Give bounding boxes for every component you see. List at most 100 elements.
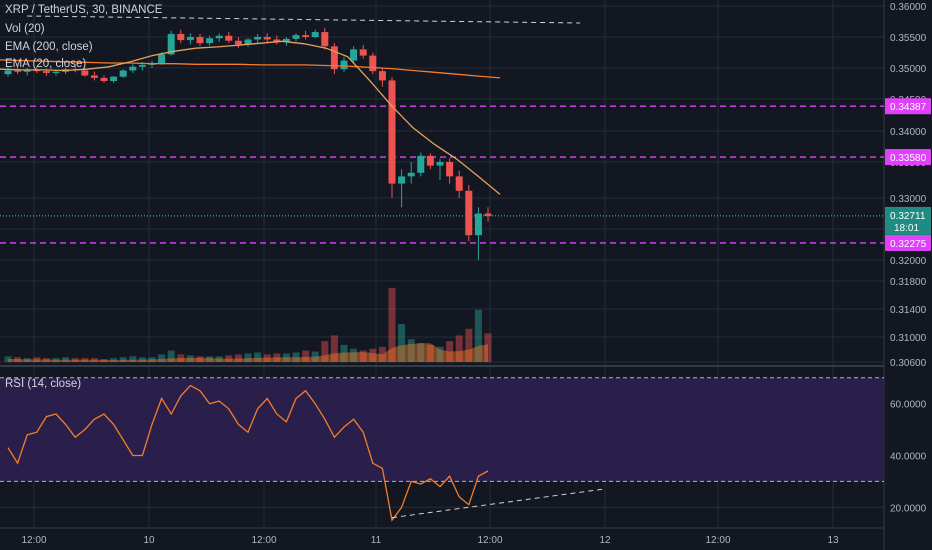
level-price-tag-1 — [885, 149, 931, 166]
ema20-line — [0, 40, 501, 195]
volume-bar-0 — [4, 356, 12, 362]
price-tick-label: 0.31000 — [890, 333, 927, 344]
candle-body-40 — [388, 80, 396, 184]
resistance-trendline — [27, 15, 581, 24]
rsi-legend[interactable]: RSI (14, close) — [5, 378, 82, 390]
candle-body-34 — [330, 46, 338, 70]
candle-body-29 — [282, 38, 290, 42]
rsi-line — [7, 384, 604, 522]
rsi-tick-label: 20.0000 — [890, 503, 927, 514]
rsi-band — [0, 377, 884, 482]
volume-bar-49 — [474, 309, 482, 362]
current-price-tag-label: 0.32711 — [890, 211, 926, 222]
volume-bar-25 — [244, 353, 252, 362]
price-tick-label: 0.30600 — [890, 358, 927, 369]
candle-body-4 — [42, 71, 50, 73]
candle-body-42 — [407, 172, 415, 177]
time-tick-label: 12 — [599, 535, 611, 546]
candle-body-8 — [81, 70, 89, 76]
price-tick-label: 0.34000 — [890, 127, 927, 138]
time-tick-label: 12:00 — [705, 535, 730, 546]
candle-body-23 — [225, 35, 233, 41]
volume-bar-30 — [292, 352, 300, 362]
volume-bar-41 — [398, 324, 406, 362]
time-tick-label: 11 — [371, 535, 382, 546]
candle-body-22 — [215, 35, 223, 39]
volume-bar-26 — [254, 352, 262, 362]
volume-bar-24 — [234, 354, 242, 362]
volume-bar-22 — [215, 356, 223, 362]
candle-body-27 — [263, 37, 271, 40]
candle-body-46 — [446, 162, 454, 177]
candle-body-26 — [254, 37, 262, 40]
volume-bar-34 — [330, 335, 338, 362]
volume-bar-48 — [465, 328, 473, 362]
level-price-tag-0 — [885, 98, 931, 115]
candle-body-20 — [196, 37, 204, 44]
candle-body-35 — [340, 60, 348, 70]
candle-body-45 — [436, 162, 444, 166]
level-price-tag-label: 0.32275 — [890, 239, 927, 250]
time-tick-label: 12:00 — [477, 535, 502, 546]
volume-bar-2 — [23, 358, 31, 362]
rsi-tick-label: 60.0000 — [890, 400, 927, 411]
candle-body-28 — [273, 39, 281, 42]
volume-bar-5 — [52, 358, 60, 362]
volume-bar-36 — [350, 348, 358, 362]
volume-bar-19 — [186, 355, 194, 362]
axes: 0.360000.355000.350000.345000.340000.335… — [21, 2, 931, 546]
price-level-lines[interactable] — [0, 15, 884, 244]
candle-body-37 — [359, 49, 367, 56]
candle-body-2 — [23, 69, 31, 72]
volume-bar-45 — [436, 346, 444, 362]
price-tick-label: 0.32000 — [890, 256, 927, 267]
price-candles — [4, 27, 492, 260]
volume-bar-27 — [263, 354, 271, 362]
volume-bar-15 — [148, 357, 156, 362]
volume-bar-31 — [302, 350, 310, 362]
candle-body-41 — [398, 176, 406, 184]
candle-body-32 — [311, 32, 319, 37]
candle-body-11 — [110, 76, 118, 82]
volume-bar-43 — [417, 343, 425, 362]
volume-bar-14 — [138, 357, 146, 362]
price-tick-label: 0.33000 — [890, 194, 927, 205]
candle-body-25 — [244, 39, 252, 45]
symbol-legend[interactable]: XRP / TetherUS, 30, BINANCE — [5, 4, 163, 16]
countdown-tag-label: 18:01 — [894, 223, 919, 234]
volume-legend[interactable]: Vol (20) — [5, 23, 45, 35]
ema200-line — [0, 59, 501, 79]
candle-body-44 — [426, 155, 434, 166]
ema200-legend[interactable]: EMA (200, close) — [5, 41, 93, 53]
volume-bar-28 — [273, 353, 281, 362]
current-price-tag — [885, 206, 931, 235]
volume-bar-37 — [359, 350, 367, 362]
candle-body-50 — [484, 213, 492, 216]
volume-bar-23 — [225, 355, 233, 362]
volume-bar-32 — [311, 351, 319, 362]
candle-body-24 — [234, 40, 242, 45]
candle-body-9 — [90, 75, 98, 78]
ema20-legend[interactable]: EMA (20, close) — [5, 58, 87, 70]
candle-body-47 — [455, 176, 463, 191]
volume-bar-17 — [167, 350, 175, 362]
volume-bar-9 — [90, 358, 98, 362]
rsi-band-fill — [0, 377, 884, 482]
volume-bar-29 — [282, 353, 290, 362]
candle-body-48 — [465, 190, 473, 236]
candle-body-33 — [321, 32, 329, 47]
volume-bars — [4, 287, 492, 362]
candle-body-21 — [206, 38, 214, 44]
candle-body-49 — [474, 213, 482, 236]
candle-body-30 — [292, 35, 300, 39]
volume-bar-40 — [388, 287, 396, 362]
volume-bar-4 — [42, 358, 50, 362]
candle-body-16 — [158, 54, 166, 64]
volume-bar-50 — [484, 333, 492, 362]
volume-bar-13 — [129, 356, 137, 362]
candle-body-12 — [119, 70, 127, 77]
candle-body-17 — [167, 33, 175, 55]
candle-body-36 — [350, 49, 358, 61]
volume-bar-7 — [71, 358, 79, 362]
time-tick-label: 12:00 — [21, 535, 46, 546]
